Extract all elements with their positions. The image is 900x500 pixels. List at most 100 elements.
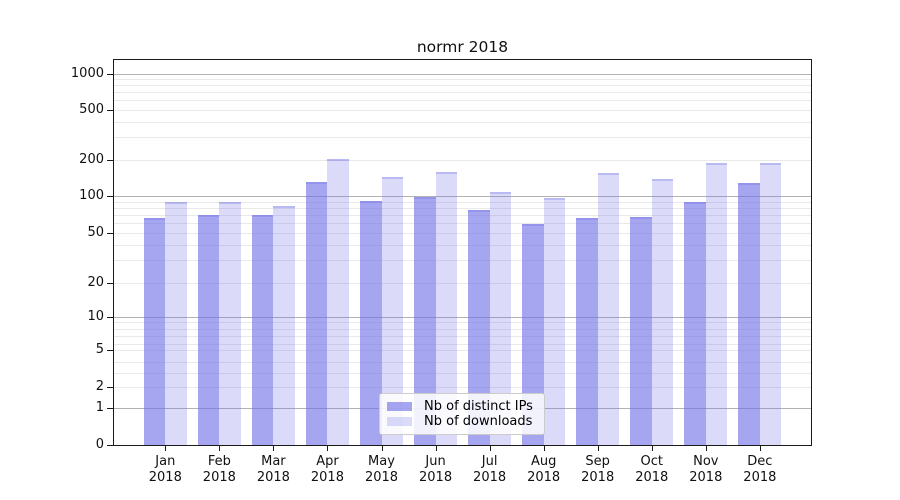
bar-distinct-ips-sep [576, 218, 598, 445]
bar-downloads-nov [705, 162, 728, 445]
gridline-minor [114, 201, 811, 203]
bar-distinct-ips-apr [305, 182, 328, 445]
bar-downloads-may [381, 176, 403, 445]
legend-label-downloads: Nb of downloads [424, 414, 533, 429]
bar-downloads-oct [651, 179, 674, 445]
bar-distinct-ips-dec [738, 182, 760, 445]
y-tick-label-2: 2 [95, 378, 104, 394]
gridline-minor [114, 160, 811, 161]
x-tick-label-sep: Sep 2018 [581, 454, 615, 485]
gridline-minor [114, 344, 811, 345]
y-tick-mark [107, 196, 114, 197]
x-tick-mark [543, 446, 545, 451]
plot-area [113, 59, 812, 446]
gridline-minor [114, 386, 811, 388]
y-tick-mark [107, 232, 114, 234]
bars-layer [114, 60, 811, 445]
bar-distinct-ips-may [360, 201, 382, 445]
bar-distinct-ips-aug [522, 224, 544, 445]
y-tick-mark [107, 283, 114, 285]
y-tick-label-10: 10 [87, 308, 104, 324]
y-tick-mark [107, 386, 114, 388]
x-tick-mark [597, 446, 599, 451]
y-tick-label-5: 5 [95, 342, 104, 357]
legend-swatch-downloads-icon [387, 417, 412, 426]
gridline-minor [114, 122, 811, 123]
legend-row-downloads: Nb of downloads [387, 414, 535, 429]
gridline-major [114, 316, 811, 318]
gridline-minor [114, 207, 811, 209]
x-tick-mark [219, 446, 221, 451]
bar-distinct-ips-jul [468, 209, 490, 445]
legend-row-distinct-ips: Nb of distinct IPs [387, 399, 535, 414]
bar-distinct-ips-oct [630, 217, 652, 445]
y-tick-mark [107, 350, 114, 351]
y-tick-label-1000: 1000 [70, 66, 104, 81]
gridline-minor [114, 372, 811, 374]
gridlines-layer [114, 60, 811, 445]
x-tick-label-jan: Jan 2018 [148, 454, 182, 485]
gridline-major [114, 74, 811, 75]
y-tick-label-100: 100 [79, 188, 104, 203]
x-tick-mark [327, 446, 329, 451]
y-tick-label-0: 0 [95, 437, 104, 452]
x-tick-label-dec: Dec 2018 [743, 454, 777, 485]
gridline-minor [114, 322, 811, 324]
gridline-minor [114, 283, 811, 285]
bar-downloads-jun [435, 171, 458, 445]
gridline-minor [114, 84, 811, 86]
y-tick-mark [107, 408, 114, 410]
y-tick-label-50: 50 [87, 224, 104, 240]
x-tick-label-feb: Feb 2018 [202, 454, 236, 485]
gridline-minor [114, 100, 811, 102]
bar-downloads-jan [165, 202, 187, 445]
x-tick-mark [651, 446, 653, 451]
gridline-minor [114, 78, 811, 80]
y-tick-label-200: 200 [79, 152, 104, 167]
x-tick-mark [381, 446, 383, 451]
gridline-minor [114, 223, 811, 225]
x-tick-label-aug: Aug 2018 [527, 454, 561, 485]
bar-distinct-ips-mar [251, 215, 274, 445]
x-tick-mark [489, 446, 491, 451]
legend-swatch-distinct-ips-icon [387, 402, 412, 411]
x-tick-label-nov: Nov 2018 [689, 454, 723, 485]
y-tick-label-1: 1 [95, 400, 104, 416]
y-tick-mark [107, 316, 114, 318]
bar-downloads-mar [273, 205, 295, 445]
x-tick-label-mar: Mar 2018 [256, 454, 290, 485]
gridline-minor [114, 110, 811, 111]
x-tick-label-jun: Jun 2018 [419, 454, 453, 485]
bar-distinct-ips-feb [197, 215, 220, 445]
gridline-minor [114, 137, 811, 139]
x-tick-label-jul: Jul 2018 [473, 454, 507, 485]
gridline-minor [114, 328, 811, 330]
bar-downloads-jul [489, 191, 512, 445]
x-tick-label-may: May 2018 [364, 454, 399, 485]
bar-distinct-ips-nov [684, 201, 706, 445]
gridline-minor [114, 260, 811, 262]
gridline-minor [114, 215, 811, 217]
x-tick-label-oct: Oct 2018 [635, 454, 669, 485]
x-tick-label-apr: Apr 2018 [310, 454, 344, 485]
legend: Nb of distinct IPs Nb of downloads [379, 393, 545, 435]
gridline-minor [114, 335, 811, 337]
bar-distinct-ips-jan [143, 218, 166, 445]
bar-downloads-sep [597, 172, 620, 445]
y-tick-mark [107, 160, 114, 161]
bar-downloads-dec [759, 162, 782, 445]
y-tick-mark [107, 74, 114, 75]
gridline-minor [114, 232, 811, 234]
x-tick-mark [705, 446, 707, 451]
y-tick-label-20: 20 [87, 275, 104, 291]
y-tick-mark [107, 445, 114, 446]
chart-title: normr 2018 [416, 38, 509, 56]
gridline-minor [114, 92, 811, 94]
gridline-minor [114, 361, 811, 363]
bar-downloads-feb [219, 202, 241, 445]
gridline-major [114, 196, 811, 197]
x-tick-mark [759, 446, 761, 451]
gridline-minor [114, 244, 811, 246]
bar-distinct-ips-jun [414, 197, 436, 445]
